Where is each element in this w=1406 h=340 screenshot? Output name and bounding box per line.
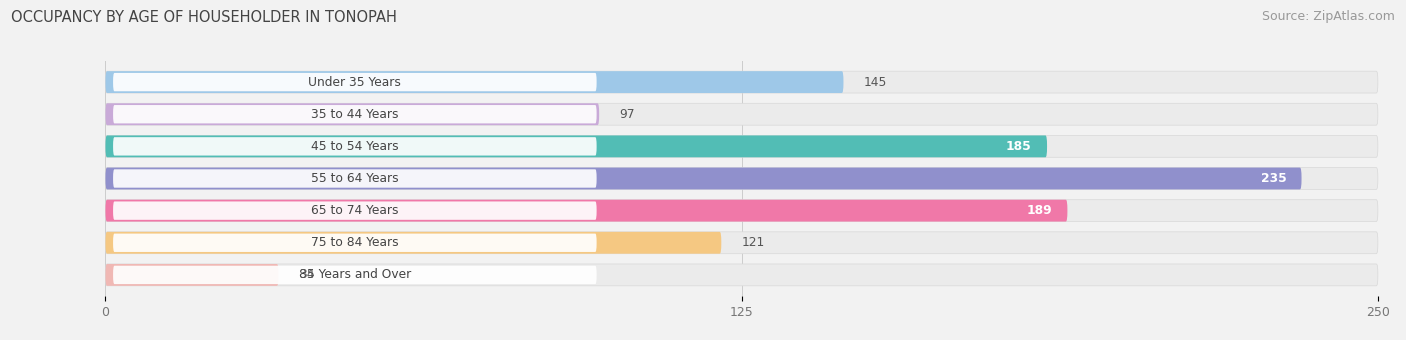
Text: 235: 235 bbox=[1261, 172, 1286, 185]
Text: OCCUPANCY BY AGE OF HOUSEHOLDER IN TONOPAH: OCCUPANCY BY AGE OF HOUSEHOLDER IN TONOP… bbox=[11, 10, 396, 25]
FancyBboxPatch shape bbox=[105, 135, 1378, 157]
FancyBboxPatch shape bbox=[105, 71, 1378, 93]
Text: 145: 145 bbox=[863, 75, 887, 89]
FancyBboxPatch shape bbox=[112, 169, 596, 188]
Text: 35 to 44 Years: 35 to 44 Years bbox=[311, 108, 398, 121]
FancyBboxPatch shape bbox=[112, 73, 596, 91]
FancyBboxPatch shape bbox=[112, 105, 596, 123]
FancyBboxPatch shape bbox=[105, 264, 1378, 286]
FancyBboxPatch shape bbox=[105, 135, 1047, 157]
FancyBboxPatch shape bbox=[105, 264, 278, 286]
Text: 97: 97 bbox=[620, 108, 636, 121]
FancyBboxPatch shape bbox=[105, 103, 1378, 125]
Text: 85 Years and Over: 85 Years and Over bbox=[298, 268, 411, 282]
FancyBboxPatch shape bbox=[112, 234, 596, 252]
Text: 189: 189 bbox=[1026, 204, 1052, 217]
Text: 185: 185 bbox=[1007, 140, 1032, 153]
Text: 45 to 54 Years: 45 to 54 Years bbox=[311, 140, 399, 153]
Text: 75 to 84 Years: 75 to 84 Years bbox=[311, 236, 399, 249]
Text: 121: 121 bbox=[742, 236, 765, 249]
Text: Under 35 Years: Under 35 Years bbox=[308, 75, 401, 89]
FancyBboxPatch shape bbox=[105, 200, 1067, 222]
FancyBboxPatch shape bbox=[112, 266, 596, 284]
FancyBboxPatch shape bbox=[105, 168, 1302, 189]
FancyBboxPatch shape bbox=[105, 232, 721, 254]
FancyBboxPatch shape bbox=[105, 103, 599, 125]
Text: 65 to 74 Years: 65 to 74 Years bbox=[311, 204, 398, 217]
FancyBboxPatch shape bbox=[112, 137, 596, 155]
FancyBboxPatch shape bbox=[105, 232, 1378, 254]
FancyBboxPatch shape bbox=[105, 168, 1378, 189]
Text: 55 to 64 Years: 55 to 64 Years bbox=[311, 172, 399, 185]
Text: 34: 34 bbox=[299, 268, 315, 282]
FancyBboxPatch shape bbox=[105, 200, 1378, 222]
FancyBboxPatch shape bbox=[112, 202, 596, 220]
FancyBboxPatch shape bbox=[105, 71, 844, 93]
Text: Source: ZipAtlas.com: Source: ZipAtlas.com bbox=[1261, 10, 1395, 23]
